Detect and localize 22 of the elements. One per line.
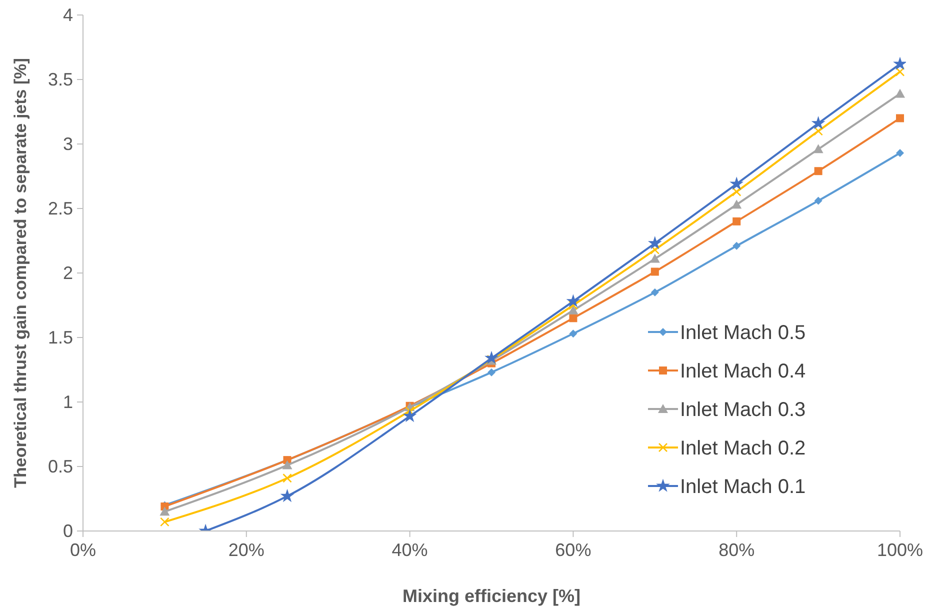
- legend-label: Inlet Mach 0.3: [680, 399, 806, 421]
- y-tick-label: 2: [62, 263, 73, 283]
- x-tick-label: 60%: [555, 540, 592, 560]
- x-axis-title: Mixing efficiency [%]: [402, 586, 581, 606]
- x-tick-label: 80%: [718, 540, 755, 560]
- legend-label: Inlet Mach 0.5: [680, 322, 806, 344]
- y-tick-label: 3.5: [48, 70, 73, 90]
- y-tick-label: 2.5: [48, 198, 73, 218]
- y-tick-label: 4: [62, 5, 73, 25]
- legend-label: Inlet Mach 0.2: [680, 438, 806, 460]
- y-tick-label: 3: [62, 134, 73, 154]
- y-axis-title: Theoretical thrust gain compared to separate jets [%]: [11, 58, 30, 488]
- y-tick-label: 1.5: [48, 328, 73, 348]
- y-tick-label: 1: [62, 392, 73, 412]
- x-tick-label: 100%: [876, 540, 924, 560]
- legend-label: Inlet Mach 0.4: [680, 360, 806, 382]
- x-tick-label: 40%: [392, 540, 428, 560]
- y-tick-label: 0: [62, 521, 73, 541]
- y-tick-label: 0.5: [48, 456, 73, 476]
- x-tick-label: 20%: [228, 540, 264, 560]
- x-tick-label: 0%: [70, 540, 96, 560]
- legend-label: Inlet Mach 0.1: [680, 476, 806, 498]
